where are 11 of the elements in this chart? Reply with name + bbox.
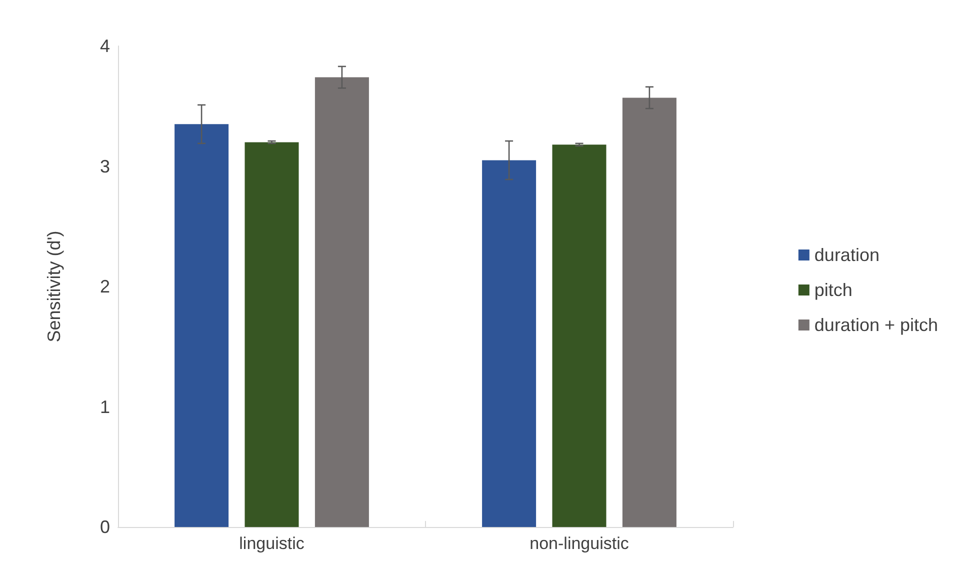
legend-label: duration: [814, 245, 880, 265]
legend-label: pitch: [814, 280, 852, 300]
y-tick-label: 3: [100, 156, 110, 176]
x-tick-label: non-linguistic: [530, 534, 630, 553]
x-tick-label: linguistic: [239, 534, 305, 553]
y-axis-title: Sensitivity (d'): [44, 230, 64, 342]
y-tick-label: 1: [100, 396, 110, 417]
y-tick-label: 4: [100, 36, 110, 56]
legend-label: duration + pitch: [814, 315, 938, 335]
y-tick-label: 2: [100, 276, 110, 296]
y-tick-label: 0: [100, 517, 110, 537]
